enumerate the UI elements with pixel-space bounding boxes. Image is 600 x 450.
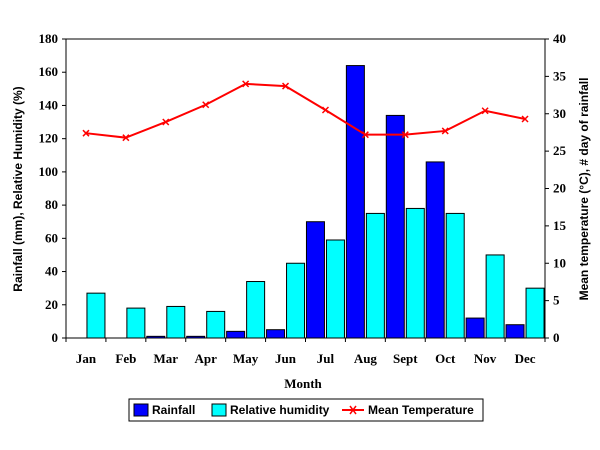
right-tick-label-20: 20 [553,181,566,196]
bar-relative-humidity-mar [166,305,186,339]
x-tick-label-jan: Jan [76,351,97,366]
point-marker-stroke [82,129,90,137]
right-tick-label-35: 35 [553,68,567,83]
right-tick-label-15: 15 [553,218,567,233]
legend-marker-mean-temperature-b [349,405,357,415]
bar-relative-humidity-feb [126,307,146,339]
plot-frame [65,38,546,339]
point-mean-temperature-jul [321,106,329,114]
point-marker-stroke [321,106,329,114]
left-tick-label-100: 100 [39,164,59,179]
point-marker-stroke [521,115,529,123]
x-tick-label-apr: Apr [195,351,218,366]
point-mean-temperature-aug [361,131,369,139]
bar-rainfall-nov [465,317,485,339]
point-mean-temperature-oct [441,127,449,135]
x-tick-label-mar: Mar [154,351,179,366]
legend-label-relative-humidity: Relative humidity [230,403,330,417]
bar-rainfall-sept [385,114,405,339]
point-marker-stroke [162,118,170,126]
x-axis-title: Month [284,376,322,391]
x-tick-label-oct: Oct [435,351,456,366]
right-tick-label-10: 10 [553,255,566,270]
x-tick-label-aug: Aug [354,351,378,366]
point-marker-stroke [361,131,369,139]
bar-relative-humidity-oct [445,212,465,339]
x-tick-label-may: May [233,351,259,366]
point-mean-temperature-jun [282,82,290,90]
bar-relative-humidity-dec [525,287,545,339]
bar-relative-humidity-jan [86,292,106,339]
left-tick-label-20: 20 [45,297,58,312]
bar-relative-humidity-may [246,281,266,339]
left-tick-label-60: 60 [45,230,58,245]
point-marker-stroke [282,82,290,90]
x-tick-label-sept: Sept [393,351,418,366]
bar-rainfall-may [226,330,246,339]
point-mean-temperature-jan [82,129,90,137]
bar-rainfall-aug [345,65,365,339]
bar-rainfall-dec [505,324,525,339]
left-axis-title: Rainfall (mm), Relative Humidity (%) [11,86,25,291]
x-tick-label-nov: Nov [474,351,497,366]
bar-relative-humidity-jul [325,239,345,339]
x-axis-ticks: Jan Feb Mar Apr May Jun Jul Aug Sept Oct Nov Dec [65,338,546,366]
point-mean-temperature-nov [481,107,489,115]
point-marker-stroke [202,101,210,109]
right-tick-label-0: 0 [553,330,560,345]
right-axis-title: Mean temperature (°C), # day of rainfall [577,78,591,301]
point-mean-temperature-sept [401,131,409,139]
left-tick-label-0: 0 [52,330,59,345]
left-tick-label-180: 180 [39,31,59,46]
bar-relative-humidity-aug [365,212,385,339]
point-mean-temperature-may [242,80,250,88]
legend: Rainfall Relative humidity Mean Temperat… [128,398,484,422]
x-tick-label-feb: Feb [115,351,136,366]
left-axis-ticks: 0 20 40 60 80 100 120 140 160 180 [39,31,66,345]
left-tick-label-160: 160 [39,64,59,79]
point-marker-stroke [441,127,449,135]
legend-swatch-relative-humidity [211,403,227,417]
line-mean-temperature [85,82,526,139]
point-marker-stroke [401,131,409,139]
plot-area [65,38,546,339]
legend-label-mean-temperature: Mean Temperature [368,403,474,417]
left-tick-label-40: 40 [45,264,58,279]
bar-rainfall-jun [266,329,286,339]
bar-rainfall-jul [305,221,325,339]
x-tick-label-jun: Jun [275,351,297,366]
right-tick-label-40: 40 [553,31,566,46]
x-tick-label-dec: Dec [515,351,536,366]
bar-relative-humidity-jun [286,262,306,339]
point-marker-stroke [122,134,130,142]
legend-swatch-rainfall [133,403,149,417]
right-tick-label-30: 30 [553,106,566,121]
legend-label-rainfall: Rainfall [152,403,195,417]
point-mean-temperature-dec [521,115,529,123]
point-marker-stroke [242,80,250,88]
x-tick-label-jul: Jul [317,351,335,366]
point-mean-temperature-feb [122,134,130,142]
right-axis-ticks: 0 5 10 15 20 25 30 35 40 [545,31,567,345]
bar-rainfall-oct [425,161,445,339]
left-tick-label-120: 120 [39,131,59,146]
bar-relative-humidity-apr [206,310,226,339]
point-mean-temperature-apr [202,101,210,109]
left-tick-label-80: 80 [45,197,58,212]
bar-relative-humidity-nov [485,254,505,339]
bar-relative-humidity-sept [405,207,425,339]
left-tick-label-140: 140 [39,97,59,112]
temperature-line-layer [82,80,529,142]
point-mean-temperature-mar [162,118,170,126]
right-tick-label-25: 25 [553,143,567,158]
point-marker-stroke [481,107,489,115]
right-tick-label-5: 5 [553,293,560,308]
